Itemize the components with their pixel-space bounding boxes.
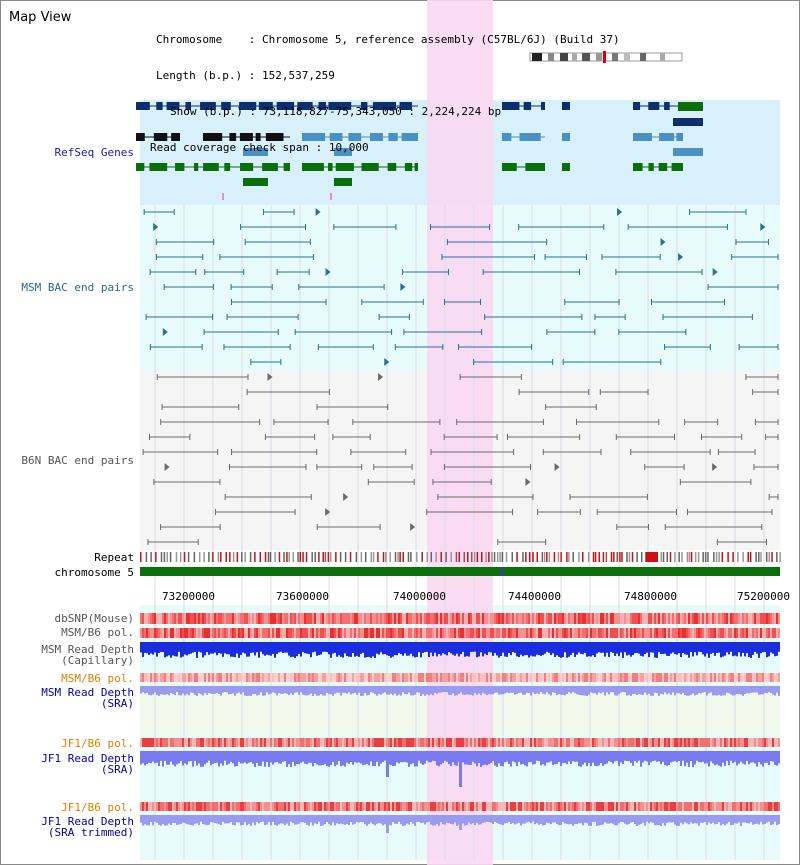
b6n-bac-label[interactable]: B6N BAC end pairs [21, 454, 134, 467]
repeat-label: Repeat [94, 551, 134, 564]
jf1-pol2-label[interactable]: JF1/B6 pol. [61, 801, 134, 814]
chromosome-bar [140, 567, 780, 576]
msm-b6-pol-label[interactable]: MSM/B6 pol. [61, 626, 134, 639]
msm-depth-cap-line1: MSM Read Depth [41, 643, 134, 656]
span-value: 10,000 [328, 141, 369, 154]
jf1-trim-label[interactable]: JF1 Read Depth (SRA trimmed) [0, 816, 134, 838]
length-value: 152,537,259 [261, 69, 335, 82]
axis-tick: 74000000 [393, 590, 446, 603]
highlight-region [427, 0, 493, 865]
chromosome-label-track: chromosome 5 [54, 566, 134, 579]
axis-tick: 74400000 [508, 590, 561, 603]
jf1-trim-line2: (SRA trimmed) [47, 826, 134, 839]
msm-b6-pol2-label[interactable]: MSM/B6 pol. [61, 672, 134, 685]
jf1-depth-line1: JF1 Read Depth [41, 752, 134, 765]
msm-depth-cap-label[interactable]: MSM Read Depth (Capillary) [0, 644, 134, 666]
jf1-depth-label[interactable]: JF1 Read Depth (SRA) [0, 753, 134, 775]
jf1-trim-line1: JF1 Read Depth [41, 815, 134, 828]
axis-tick: 73600000 [276, 590, 329, 603]
span-label: Read coverage check span [150, 141, 309, 154]
axis-tick: 75200000 [737, 590, 790, 603]
show-label: Show (b.p.) [170, 105, 243, 118]
msm-depth-cap-line2: (Capillary) [61, 654, 134, 667]
msm-depth-sra-label[interactable]: MSM Read Depth (SRA) [0, 687, 134, 709]
length-label: Length (b.p.) [156, 69, 243, 82]
info-block: Chromosome : Chromosome 5, reference ass… [150, 33, 620, 154]
ideogram [529, 51, 683, 63]
jf1-pol-label[interactable]: JF1/B6 pol. [61, 737, 134, 750]
chromosome-marker [500, 567, 503, 576]
refseq-label[interactable]: RefSeq Genes [54, 146, 134, 159]
msm-depth-sra-line2: (SRA) [100, 697, 134, 710]
chromosome-value: Chromosome 5, reference assembly (C57BL/… [261, 33, 620, 46]
dbsnp-label[interactable]: dbSNP(Mouse) [54, 612, 134, 625]
chromosome-label: Chromosome [156, 33, 223, 46]
msm-depth-sra-line1: MSM Read Depth [41, 686, 134, 699]
msm-bac-label[interactable]: MSM BAC end pairs [21, 281, 134, 294]
show-value: 73,118,827-75,343,050 : 2,224,224 bp [262, 105, 502, 118]
axis-tick: 74800000 [624, 590, 677, 603]
page-title: Map View [9, 10, 72, 25]
axis-tick: 73200000 [162, 590, 215, 603]
jf1-depth-line2: (SRA) [100, 763, 134, 776]
